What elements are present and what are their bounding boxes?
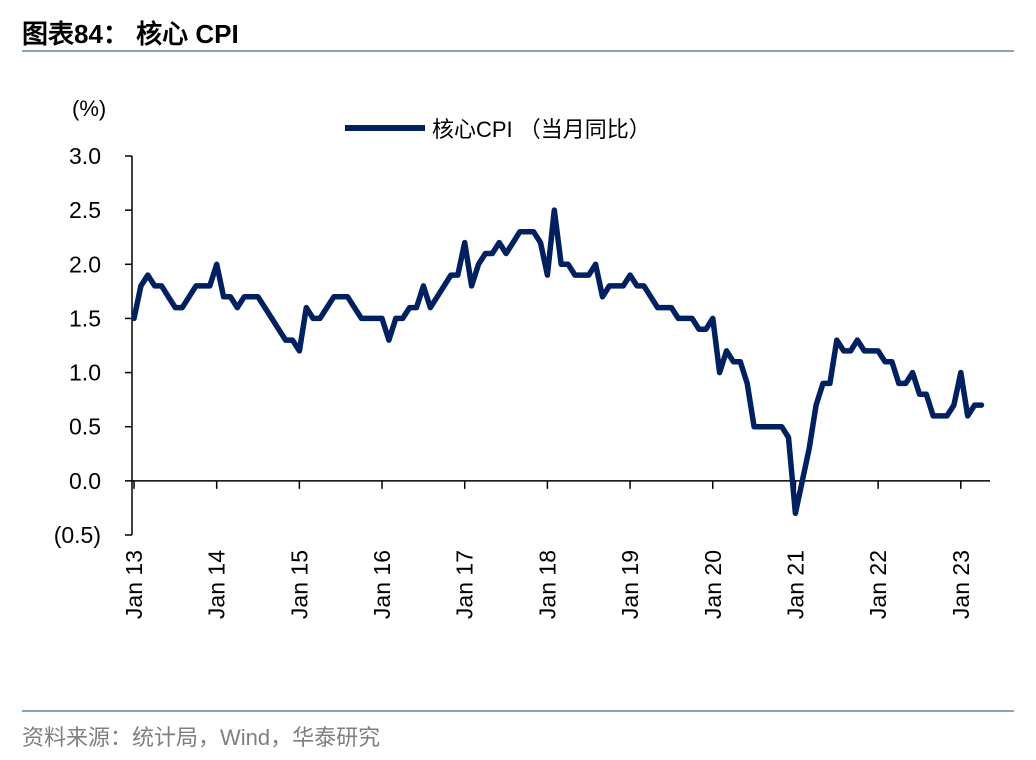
- x-tick-label: Jan 16: [369, 550, 395, 619]
- x-tick-label: Jan 23: [948, 550, 974, 619]
- y-tick-label: 1.5: [69, 305, 101, 331]
- y-tick-label: 1.0: [69, 360, 101, 386]
- x-tick-label: Jan 15: [286, 550, 312, 619]
- x-tick-label: Jan 20: [700, 550, 726, 619]
- y-tick-label: 2.5: [69, 197, 101, 223]
- page-title: 图表84： 核心 CPI: [22, 19, 239, 49]
- y-tick-label: 0.5: [69, 414, 101, 440]
- y-axis-ticks: (0.5) 0.0 0.5 1.0 1.5 2.0 2.5 3.0: [54, 143, 132, 548]
- x-tick-label: Jan 14: [204, 550, 230, 619]
- bottom-divider: [22, 710, 1014, 712]
- series-line-core-cpi: [131, 207, 985, 517]
- y-tick-label: 2.0: [69, 251, 101, 277]
- x-tick-label: Jan 19: [617, 550, 643, 619]
- chart-legend: 核心CPI （当月同比）: [345, 117, 651, 142]
- x-tick-label: Jan 22: [865, 550, 891, 619]
- y-tick-label: 0.0: [69, 468, 101, 494]
- line-chart: 核心CPI （当月同比） (%) (0.5) 0.0 0.5 1.0 1.5 2.0 2.5…: [54, 96, 990, 619]
- top-divider: [22, 50, 1014, 52]
- x-axis-ticks: Jan 13 Jan 14 Jan 15 Jan 16 Jan 17 Jan 18 Jan …: [121, 480, 974, 619]
- x-tick-label: Jan 21: [782, 550, 808, 619]
- legend-label: 核心CPI （当月同比）: [432, 117, 651, 142]
- axes: [131, 156, 990, 535]
- x-tick-label: Jan 18: [534, 550, 560, 619]
- y-tick-label: 3.0: [69, 143, 101, 169]
- unit-label: (%): [72, 96, 106, 121]
- y-tick-label: (0.5): [54, 522, 101, 548]
- x-tick-label: Jan 13: [121, 550, 147, 619]
- series-group: [131, 207, 985, 517]
- source-note: 资料来源：统计局，Wind，华泰研究: [22, 725, 381, 750]
- x-tick-label: Jan 17: [452, 550, 478, 619]
